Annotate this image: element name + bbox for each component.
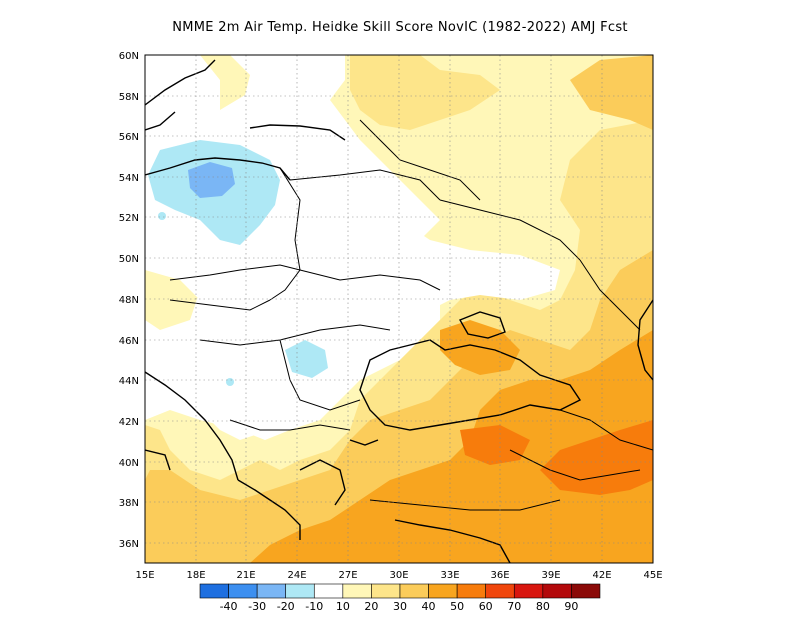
- lon-label-33e: 33E: [440, 570, 459, 581]
- lon-label-21e: 21E: [236, 570, 255, 581]
- lon-label-24e: 24E: [287, 570, 306, 581]
- colorbar: -40 -30 -20 -10 10 20 30 40 50 60 70 80 90: [199, 583, 601, 613]
- colorbar-swatch: [513, 583, 544, 599]
- lon-label-45e: 45E: [643, 570, 662, 581]
- lon-label-18e: 18E: [186, 570, 205, 581]
- colorbar-label: -20: [277, 600, 295, 613]
- lon-label-15e: 15E: [135, 570, 154, 581]
- shade-neg10-balkans: [285, 340, 328, 378]
- colorbar-swatch: [285, 583, 315, 599]
- colorbar-label: 40: [422, 600, 436, 613]
- colorbar-swatch: [428, 583, 458, 599]
- lat-label-58n: 58N: [119, 92, 139, 103]
- shade-near-zero-northwest: [145, 55, 220, 160]
- lat-label-44n: 44N: [119, 376, 139, 387]
- shade-40-50-south: [250, 330, 653, 563]
- shade-20-30-north: [350, 55, 500, 130]
- lat-label-54n: 54N: [119, 173, 139, 184]
- lat-label-42n: 42N: [119, 417, 139, 428]
- colorbar-label: -30: [248, 600, 266, 613]
- borders: [169, 119, 653, 511]
- lon-label-42e: 42E: [592, 570, 611, 581]
- colorbar-swatch: [571, 583, 601, 599]
- shade-30-40-northeast: [570, 55, 653, 130]
- lat-axis: 60N 58N 56N 54N 52N 50N 48N 46N 44N 42N …: [119, 51, 139, 550]
- lon-label-36e: 36E: [490, 570, 509, 581]
- colorbar-swatch: [228, 583, 258, 599]
- colorbar-label: 90: [564, 600, 578, 613]
- colorbar-swatch: [371, 583, 401, 599]
- colorbar-label: -40: [220, 600, 238, 613]
- lat-label-52n: 52N: [119, 213, 139, 224]
- chart-title: NMME 2m Air Temp. Heidke Skill Score Nov…: [172, 20, 628, 35]
- gridlines: [145, 55, 653, 563]
- colorbar-label: 60: [479, 600, 493, 613]
- lat-label-38n: 38N: [119, 498, 139, 509]
- lon-axis: 15E 18E 21E 24E 27E 30E 33E 36E 39E 42E …: [135, 570, 662, 581]
- colorbar-swatch: [399, 583, 429, 599]
- lat-label-56n: 56N: [119, 132, 139, 143]
- shade-neg10-spot-north: [158, 212, 166, 220]
- lat-label-60n: 60N: [119, 51, 139, 62]
- colorbar-swatch: [456, 583, 487, 599]
- colorbar-swatch: [199, 583, 229, 599]
- shade-neg20-baltic-core: [188, 162, 235, 198]
- lat-label-48n: 48N: [119, 295, 139, 306]
- colorbar-swatch: [342, 583, 372, 599]
- colorbar-swatch: [256, 583, 287, 599]
- lat-label-40n: 40N: [119, 458, 139, 469]
- colorbar-label: 70: [507, 600, 521, 613]
- coastlines: [145, 59, 653, 563]
- lon-label-27e: 27E: [338, 570, 357, 581]
- colorbar-label: 20: [364, 600, 378, 613]
- colorbar-swatch: [485, 583, 515, 599]
- colorbar-label: 30: [393, 600, 407, 613]
- skill-field: [145, 55, 653, 563]
- colorbar-label: -10: [305, 600, 323, 613]
- lon-label-39e: 39E: [541, 570, 560, 581]
- lon-label-30e: 30E: [389, 570, 408, 581]
- lat-label-46n: 46N: [119, 336, 139, 347]
- shade-neg10-spot-south: [226, 378, 234, 386]
- colorbar-label: 10: [336, 600, 350, 613]
- map-frame: [144, 54, 654, 564]
- colorbar-swatch: [313, 583, 344, 599]
- lat-label-50n: 50N: [119, 254, 139, 265]
- colorbar-label: 50: [450, 600, 464, 613]
- lat-label-36n: 36N: [119, 539, 139, 550]
- shade-50-60-turkey: [460, 425, 530, 465]
- colorbar-swatch: [542, 583, 572, 599]
- colorbar-label: 80: [536, 600, 550, 613]
